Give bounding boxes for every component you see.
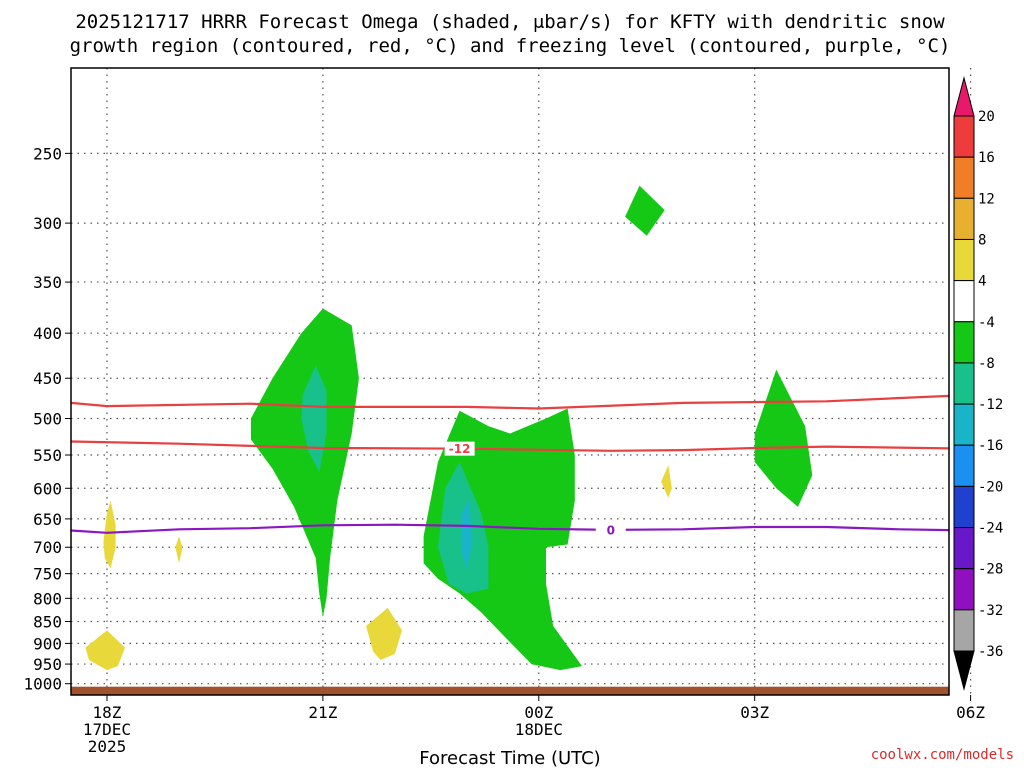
colorbar-tick-4: 4: [978, 274, 986, 290]
colorbar-swatch-1: [953, 156, 975, 199]
plot-frame: [70, 67, 950, 696]
contour-line-2: [71, 523, 949, 534]
colorbar-tick-9: -20: [978, 479, 1003, 495]
colorbar-swatch-11: [953, 568, 975, 611]
colorbar-tick-1: 16: [978, 150, 995, 166]
chart-title-line-1: 2025121717 HRRR Forecast Omega (shaded, …: [75, 11, 945, 33]
colorbar-tick-10: -24: [978, 521, 1003, 537]
colorbar-swatch-8: [953, 444, 975, 487]
contour-label-1: -12: [449, 442, 471, 456]
contour-label-bg-2: [595, 522, 626, 537]
y-tick-label-650: 650: [33, 510, 62, 529]
colorbar-tick-5: -4: [978, 315, 995, 331]
omega-region-11: [103, 500, 116, 569]
y-tick-label-500: 500: [33, 410, 62, 429]
chart-title-line-2: growth region (contoured, red, °C) and f…: [70, 35, 951, 57]
contour-label-bg-1: [444, 441, 475, 456]
x-tick-label-6-0: 00Z: [524, 703, 553, 722]
colorbar-swatch-0: [953, 115, 975, 158]
y-tick-label-350: 350: [33, 273, 62, 292]
colorbar-swatch-12: [953, 609, 975, 652]
colorbar-tick-2: 12: [978, 191, 995, 207]
x-tick-label-0-0: 18Z: [93, 703, 122, 722]
y-tick-label-450: 450: [33, 369, 62, 388]
time-axis: 18Z17DEC202521Z00Z18DEC03Z06Z09Z: [83, 695, 985, 756]
colorbar-swatch-6: [953, 362, 975, 405]
omega-region-12: [175, 536, 183, 564]
colorbar-bottom-arrow: [953, 650, 975, 691]
colorbar-swatch-10: [953, 527, 975, 570]
omega-region-0: [250, 308, 359, 617]
x-tick-label-3-0: 21Z: [308, 703, 337, 722]
colorbar-tick-8: -16: [978, 438, 1003, 454]
y-tick-label-900: 900: [33, 634, 62, 653]
colorbar-swatch-2: [953, 197, 975, 240]
colorbar-swatch-3: [953, 238, 975, 282]
omega-region-13: [85, 630, 125, 671]
colorbar-swatch-5: [953, 321, 975, 364]
omega-region-15: [661, 465, 672, 498]
ground-surface: [71, 686, 949, 695]
y-tick-label-850: 850: [33, 613, 62, 632]
omega-region-4: [461, 500, 473, 569]
colorbar-top-arrow: [953, 76, 975, 117]
colorbar-tick-13: -36: [978, 644, 1003, 660]
contour-label-2: 0: [607, 523, 615, 537]
y-tick-label-250: 250: [33, 144, 62, 163]
y-tick-label-1000: 1000: [23, 675, 62, 694]
omega-region-1: [301, 365, 327, 472]
contour-line-1: [71, 440, 949, 452]
y-tick-label-400: 400: [33, 324, 62, 343]
y-tick-label-950: 950: [33, 655, 62, 674]
y-tick-label-300: 300: [33, 214, 62, 233]
contour-line-0: [71, 394, 949, 410]
colorbar-tick-3: 8: [978, 232, 986, 248]
x-tick-label-0-1: 17DEC: [83, 720, 131, 739]
x-axis-label: Forecast Time (UTC): [419, 748, 600, 768]
temperature-contours: -18-120: [71, 394, 949, 537]
colorbar-swatch-7: [953, 403, 975, 446]
omega-region-6: [754, 369, 813, 507]
x-tick-label-0-2: 2025: [88, 737, 127, 756]
omega-shading: [85, 185, 813, 671]
y-tick-label-600: 600: [33, 479, 62, 498]
colorbar-tick-7: -12: [978, 397, 1003, 413]
colorbar-tick-6: -8: [978, 356, 995, 372]
colorbar-swatch-9: [953, 485, 975, 529]
omega-region-14: [366, 607, 402, 660]
y-tick-label-750: 750: [33, 565, 62, 584]
pressure-axis: 250 300 350 400 450 500 550 600 650 700 750 800 850 9…: [23, 144, 71, 694]
y-tick-label-550: 550: [33, 446, 62, 465]
x-tick-label-9-0: 03Z: [740, 703, 769, 722]
colorbar-tick-11: -28: [978, 562, 1003, 578]
credit-text: coolwx.com/models: [871, 747, 1014, 763]
x-tick-label-12-0: 06Z: [956, 703, 985, 722]
colorbar-swatch-4: [953, 280, 975, 323]
y-tick-label-700: 700: [33, 538, 62, 557]
x-tick-label-6-1: 18DEC: [515, 720, 563, 739]
y-tick-label-800: 800: [33, 589, 62, 608]
colorbar-tick-0: 20: [978, 109, 995, 125]
omega-region-5: [625, 185, 665, 236]
omega-colorbar: 20 16 12 8 4 -4 -8 -12 -16 -20 -24 -28 -32 -36: [953, 76, 1003, 691]
colorbar-tick-12: -32: [978, 603, 1003, 619]
